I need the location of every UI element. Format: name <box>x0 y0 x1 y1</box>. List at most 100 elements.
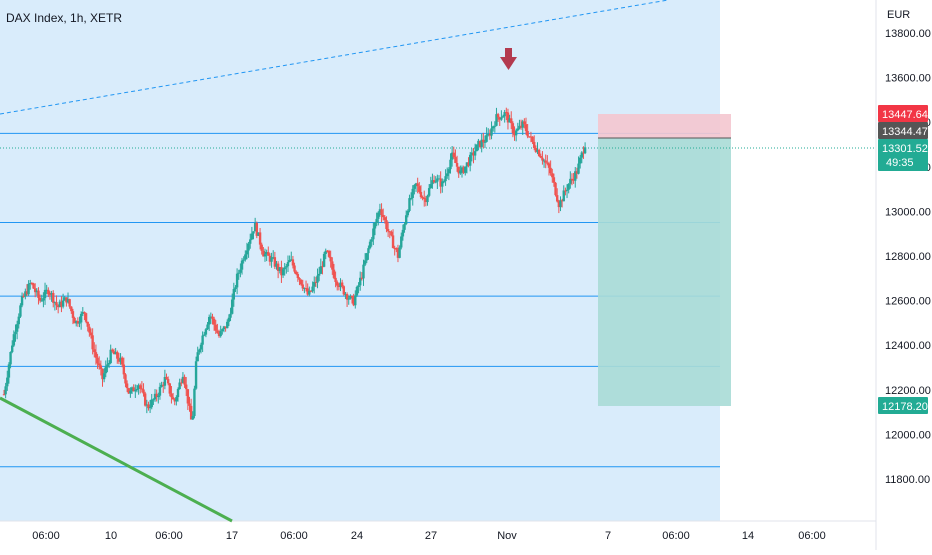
candle <box>541 151 544 165</box>
candle <box>178 378 181 390</box>
candle <box>165 373 168 380</box>
candle <box>68 298 71 309</box>
candle <box>109 344 112 365</box>
candle <box>500 110 503 121</box>
candle <box>117 352 121 365</box>
candle <box>196 346 199 362</box>
candle <box>523 118 526 129</box>
candle <box>78 316 81 328</box>
down-arrow-marker[interactable] <box>500 48 517 70</box>
green-trend-line[interactable] <box>0 396 233 523</box>
candle <box>360 272 364 281</box>
price-tick-label: 12400.00 <box>885 340 931 352</box>
candle <box>327 249 331 258</box>
candle <box>377 211 380 226</box>
candle <box>299 279 303 286</box>
candle <box>12 330 16 347</box>
candle <box>183 374 186 388</box>
candle <box>166 376 170 386</box>
candle <box>294 270 298 276</box>
candle <box>285 263 288 274</box>
candle <box>413 184 416 195</box>
candle <box>462 165 465 175</box>
candle <box>518 119 521 130</box>
candle <box>244 250 247 262</box>
candle <box>329 250 332 268</box>
candle <box>38 294 42 303</box>
dashed-trend-line[interactable] <box>0 0 669 115</box>
candle <box>539 153 542 159</box>
candle <box>29 279 32 290</box>
time-axis[interactable]: 06:00 10 06:00 17 06:00 24 27 Nov 7 06:00 14 06:00 <box>32 530 826 542</box>
candle <box>19 303 22 318</box>
candle <box>214 319 217 335</box>
candle <box>163 369 167 390</box>
stop-loss-zone[interactable] <box>598 114 731 138</box>
candle <box>14 324 17 342</box>
take-profit-zone[interactable] <box>598 138 731 406</box>
candle <box>235 268 239 295</box>
candle <box>510 111 513 130</box>
candle <box>536 142 539 155</box>
candle <box>577 156 580 175</box>
candle <box>493 121 497 133</box>
candle <box>503 109 506 123</box>
candle <box>152 398 155 406</box>
candle <box>557 199 561 214</box>
candle <box>70 306 73 314</box>
candle <box>404 210 408 226</box>
candle <box>253 217 257 232</box>
candle <box>409 192 413 201</box>
candle <box>99 360 103 376</box>
candle <box>495 107 498 127</box>
candle <box>293 262 296 274</box>
symbol-title[interactable]: DAX Index, 1h, XETR <box>6 11 122 25</box>
candle <box>511 121 515 138</box>
candle <box>267 246 270 256</box>
price-axis[interactable]: 13800.0013600.0013400.0013200.0013000.00… <box>885 28 931 486</box>
candle <box>170 385 173 404</box>
candle <box>301 279 304 292</box>
candle <box>324 248 327 260</box>
candle <box>427 184 431 198</box>
candle <box>56 304 60 314</box>
candle <box>98 356 101 370</box>
candle <box>211 313 214 325</box>
candle <box>52 290 55 308</box>
candle <box>229 307 232 322</box>
candle <box>216 323 219 334</box>
candle <box>145 399 149 414</box>
candle <box>316 268 319 289</box>
candle <box>331 257 334 275</box>
candle <box>4 382 7 399</box>
candle <box>242 256 245 264</box>
candle <box>434 176 437 184</box>
candle <box>283 262 286 276</box>
candle <box>528 136 531 138</box>
candle <box>529 131 533 143</box>
candle <box>191 411 194 420</box>
candle <box>81 307 84 316</box>
candle <box>96 353 99 369</box>
candle <box>84 312 88 324</box>
candle <box>60 296 63 313</box>
candle <box>142 383 145 397</box>
price-tick-label: 13600.00 <box>885 73 931 85</box>
candle <box>551 168 554 183</box>
candle <box>180 378 183 387</box>
candle <box>116 350 119 364</box>
candle <box>306 283 309 296</box>
candle <box>212 316 216 331</box>
candle <box>524 117 528 135</box>
candle <box>478 140 482 149</box>
candle <box>317 267 321 282</box>
candle <box>47 287 50 298</box>
candle <box>533 135 536 151</box>
time-tick-label: 06:00 <box>662 530 690 542</box>
candle <box>7 362 11 384</box>
candle <box>188 396 191 412</box>
candle <box>147 401 150 411</box>
candle <box>367 245 370 260</box>
